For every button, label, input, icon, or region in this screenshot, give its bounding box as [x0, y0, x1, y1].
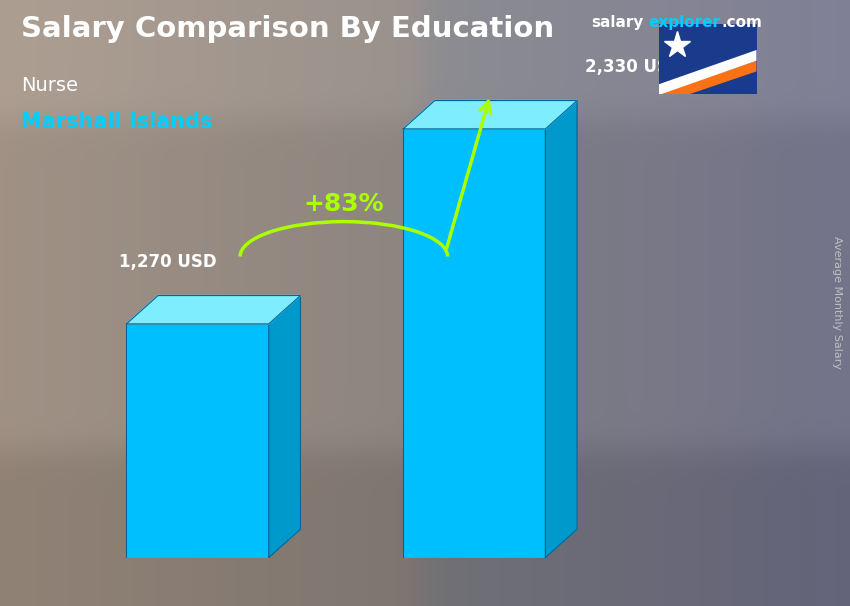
Text: explorer: explorer: [649, 15, 721, 30]
Text: .com: .com: [722, 15, 762, 30]
Polygon shape: [403, 101, 577, 129]
Polygon shape: [659, 61, 756, 105]
Polygon shape: [659, 50, 756, 95]
Polygon shape: [127, 296, 300, 324]
Polygon shape: [546, 101, 577, 558]
Text: Salary Comparison By Education: Salary Comparison By Education: [21, 15, 554, 43]
Polygon shape: [269, 296, 300, 558]
Text: 2,330 USD: 2,330 USD: [585, 58, 683, 76]
Text: +83%: +83%: [303, 192, 384, 216]
Text: Average Monthly Salary: Average Monthly Salary: [832, 236, 842, 370]
Text: 1,270 USD: 1,270 USD: [118, 253, 216, 271]
Text: Marshall Islands: Marshall Islands: [21, 112, 212, 132]
Text: salary: salary: [591, 15, 643, 30]
Bar: [127, 324, 269, 558]
Bar: [403, 129, 546, 558]
Text: Nurse: Nurse: [21, 76, 78, 95]
